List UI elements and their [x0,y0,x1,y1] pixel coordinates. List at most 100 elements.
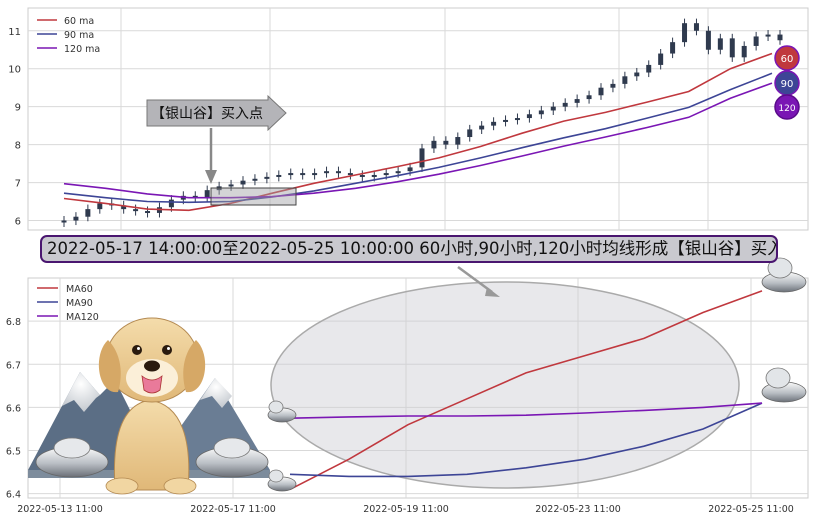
candle-body [705,30,711,50]
badge-60-circle [774,45,800,71]
bottom-ma-lines [289,290,763,491]
silver-ingot-right-icon [195,437,269,478]
top-y-tick-label: 6 [15,217,21,228]
candle-body [526,114,532,119]
candle-body [288,173,294,176]
candle-body [491,121,497,126]
candle-body [276,174,282,177]
bottom-x-tick-label: 2022-05-17 11:00 [190,504,276,515]
badge-60: 60 [781,54,794,65]
candle-body [598,87,604,96]
bottom-y-tick-label: 6.8 [6,317,21,328]
bottom-y-tick-label: 6.6 [6,403,21,414]
focus-ellipse [270,281,740,489]
dog-mascot-icon [98,317,206,495]
candle-body [431,140,437,149]
candle-body [407,167,413,172]
candle-body [455,137,461,145]
candle-body [61,220,67,223]
candle-body [145,211,151,214]
signal-banner: 2022-05-17 14:00:00至2022-05-25 10:00:00 … [40,235,778,263]
candle-body [240,180,246,185]
candle-body [622,76,628,84]
buy-point-callout-arrow [146,94,287,132]
top-y-tick-label: 7 [15,179,21,190]
candle-body [192,195,198,198]
bottom-y-tick-label: 6.4 [6,490,21,501]
candle-body [646,64,652,73]
candle-body [693,23,699,31]
bottom-line-MA90 [289,402,763,478]
candle-body [670,42,676,54]
silver-ingot-mid-right-icon [761,367,807,403]
candle-body [503,119,509,122]
bottom-line-MA60 [289,290,763,491]
buy-point-box [210,187,297,206]
top-ma-lines [63,52,773,212]
top-line-60-ma [63,52,773,212]
candle-body [467,129,473,138]
silver-ingot-top-right-icon [761,257,807,293]
candle-body [729,38,735,58]
candle-body [383,173,389,176]
candle-body [574,99,580,103]
silver-ingot-mid-left-icon [267,400,297,423]
bottom-x-tick-label: 2022-05-13 11:00 [17,504,103,515]
bottom-panel: 6.46.56.66.76.8 2022-05-13 11:00 2022-05-… [6,257,809,515]
candlesticks [61,18,783,227]
top-legend-label-90: 90 ma [64,30,94,41]
silver-ingot-bottom-left-icon [267,469,297,492]
candle-body [717,38,723,50]
bottom-x-axis: 2022-05-13 11:00 2022-05-17 11:00 2022-05-… [17,504,794,515]
bottom-x-tick-label: 2022-05-19 11:00 [363,504,449,515]
bottom-y-tick-label: 6.7 [6,360,21,371]
candle-body [133,209,139,212]
bottom-x-tick-label: 2022-05-23 11:00 [535,504,621,515]
candle-body [514,118,520,121]
top-legend-label-120: 120 ma [64,44,100,55]
candle-body [753,36,759,46]
candle-body [335,171,341,174]
candle-body [634,72,640,77]
bottom-line-MA120 [289,402,763,419]
candle-body [359,174,365,177]
top-panel: 6 7 8 9 10 11 60 ma 90 ma 120 ma 【银山谷】买入点 60 … [8,7,809,231]
top-legend: 60 ma 90 ma 120 ma [37,16,100,55]
candle-body [347,173,353,176]
candle-body [765,34,771,37]
candle-body [73,216,79,221]
top-y-tick-label: 9 [15,103,21,114]
candle-body [610,83,616,88]
top-line-90-ma [63,72,773,204]
bottom-x-tick-label: 2022-05-25 11:00 [708,504,794,515]
candle-body [658,53,664,65]
candle-body [479,125,485,130]
top-legend-label-60: 60 ma [64,16,94,27]
top-y-tick-label: 11 [8,27,21,38]
candle-body [168,199,174,208]
bottom-y-tick-label: 6.5 [6,447,21,458]
ma-badges: 60 90 120 [774,45,800,120]
candle-body [228,184,234,187]
bottom-y-axis: 6.4 6.5 6.6 6.7 6.8 [6,317,21,501]
candle-body [121,205,127,210]
candle-body [395,171,401,174]
badge-120-circle [774,94,800,120]
top-y-axis: 6 7 8 9 10 11 [8,27,21,228]
candle-body [300,173,306,176]
candle-body [586,95,592,100]
badge-120: 120 [778,104,795,114]
candle-body [264,176,270,179]
candle-body [682,23,688,43]
candle-body [97,203,103,210]
candle-body [562,102,568,107]
candle-body [204,190,210,198]
buy-point-label: 【银山谷】买入点 [151,106,263,122]
candle-body [252,178,258,181]
buy-point-annotation: 【银山谷】买入点 [146,94,297,206]
candle-body [777,34,783,41]
top-plot-area [27,7,809,231]
ellipse-pointer [457,265,500,297]
top-y-tick-label: 10 [8,65,21,76]
